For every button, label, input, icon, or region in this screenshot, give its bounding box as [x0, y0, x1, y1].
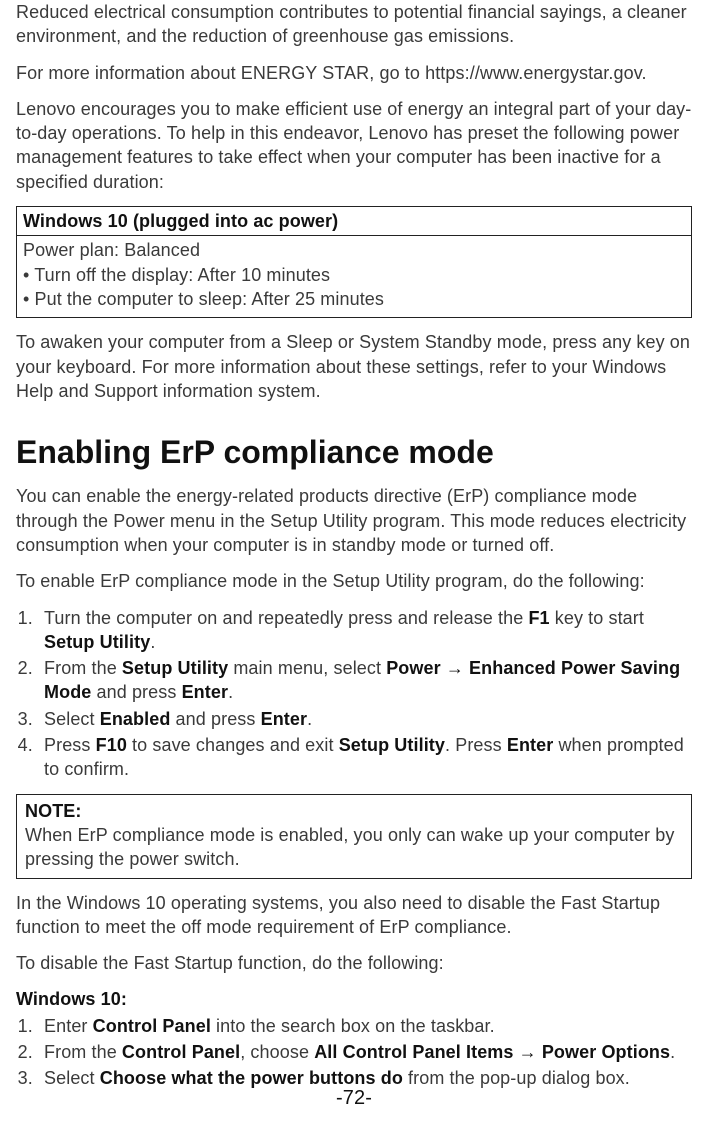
menu-path: All Control Panel Items → Power Options: [314, 1042, 670, 1062]
setup-utility-label: Setup Utility: [339, 735, 445, 755]
power-bullet-2: Put the computer to sleep: After 25 minu…: [23, 287, 685, 311]
erp-step-2: From the Setup Utility main menu, select…: [38, 656, 692, 705]
text: Select: [44, 709, 100, 729]
text: , choose: [240, 1042, 314, 1062]
erp-step-3: Select Enabled and press Enter.: [38, 707, 692, 731]
text: .: [228, 682, 233, 702]
text: . Press: [445, 735, 507, 755]
fast-step-1: Enter Control Panel into the search box …: [38, 1014, 692, 1038]
intro-paragraph-2: For more information about ENERGY STAR, …: [16, 61, 692, 85]
power-plan-body: Power plan: Balanced Turn off the displa…: [17, 236, 691, 317]
key-enter: Enter: [261, 709, 308, 729]
after-table-paragraph: To awaken your computer from a Sleep or …: [16, 330, 692, 403]
control-panel-label: Control Panel: [93, 1016, 211, 1036]
erp-step-1: Turn the computer on and repeatedly pres…: [38, 606, 692, 655]
text: and press: [91, 682, 181, 702]
erp-step-4: Press F10 to save changes and exit Setup…: [38, 733, 692, 782]
note-body: When ErP compliance mode is enabled, you…: [25, 823, 683, 872]
text: .: [150, 632, 155, 652]
key-f1: F1: [528, 608, 549, 628]
text: .: [307, 709, 312, 729]
section-heading: Enabling ErP compliance mode: [16, 431, 692, 474]
fast-startup-steps: Enter Control Panel into the search box …: [38, 1014, 692, 1091]
text: main menu, select: [228, 658, 386, 678]
control-panel-label: Control Panel: [122, 1042, 240, 1062]
text: From the: [44, 1042, 122, 1062]
text: Turn the computer on and repeatedly pres…: [44, 608, 528, 628]
erp-steps-list: Turn the computer on and repeatedly pres…: [38, 606, 692, 782]
text: and press: [170, 709, 260, 729]
text: Enter: [44, 1016, 93, 1036]
setup-utility-label: Setup Utility: [44, 632, 150, 652]
key-enter: Enter: [507, 735, 554, 755]
erp-lead-paragraph: To enable ErP compliance mode in the Set…: [16, 569, 692, 593]
text: into the search box on the taskbar.: [211, 1016, 495, 1036]
fast-startup-lead: To disable the Fast Startup function, do…: [16, 951, 692, 975]
intro-paragraph-3: Lenovo encourages you to make efficient …: [16, 97, 692, 194]
note-box: NOTE: When ErP compliance mode is enable…: [16, 794, 692, 879]
text: .: [670, 1042, 675, 1062]
erp-intro-paragraph: You can enable the energy-related produc…: [16, 484, 692, 557]
power-plan-table: Windows 10 (plugged into ac power) Power…: [16, 206, 692, 318]
note-title: NOTE:: [25, 799, 683, 823]
text: key to start: [550, 608, 644, 628]
windows-10-label: Windows 10:: [16, 987, 692, 1011]
fast-step-2: From the Control Panel, choose All Contr…: [38, 1040, 692, 1064]
intro-paragraph-1: Reduced electrical consumption contribut…: [16, 0, 692, 49]
page-number: -72-: [16, 1085, 692, 1112]
power-plan-header: Windows 10 (plugged into ac power): [17, 207, 691, 236]
key-enter: Enter: [182, 682, 229, 702]
setup-utility-label: Setup Utility: [122, 658, 228, 678]
text: Press: [44, 735, 96, 755]
power-plan-line: Power plan: Balanced: [23, 238, 685, 262]
key-f10: F10: [96, 735, 127, 755]
win10-after-note-paragraph: In the Windows 10 operating systems, you…: [16, 891, 692, 940]
text: to save changes and exit: [127, 735, 339, 755]
text: From the: [44, 658, 122, 678]
enabled-label: Enabled: [100, 709, 171, 729]
power-bullet-1: Turn off the display: After 10 minutes: [23, 263, 685, 287]
